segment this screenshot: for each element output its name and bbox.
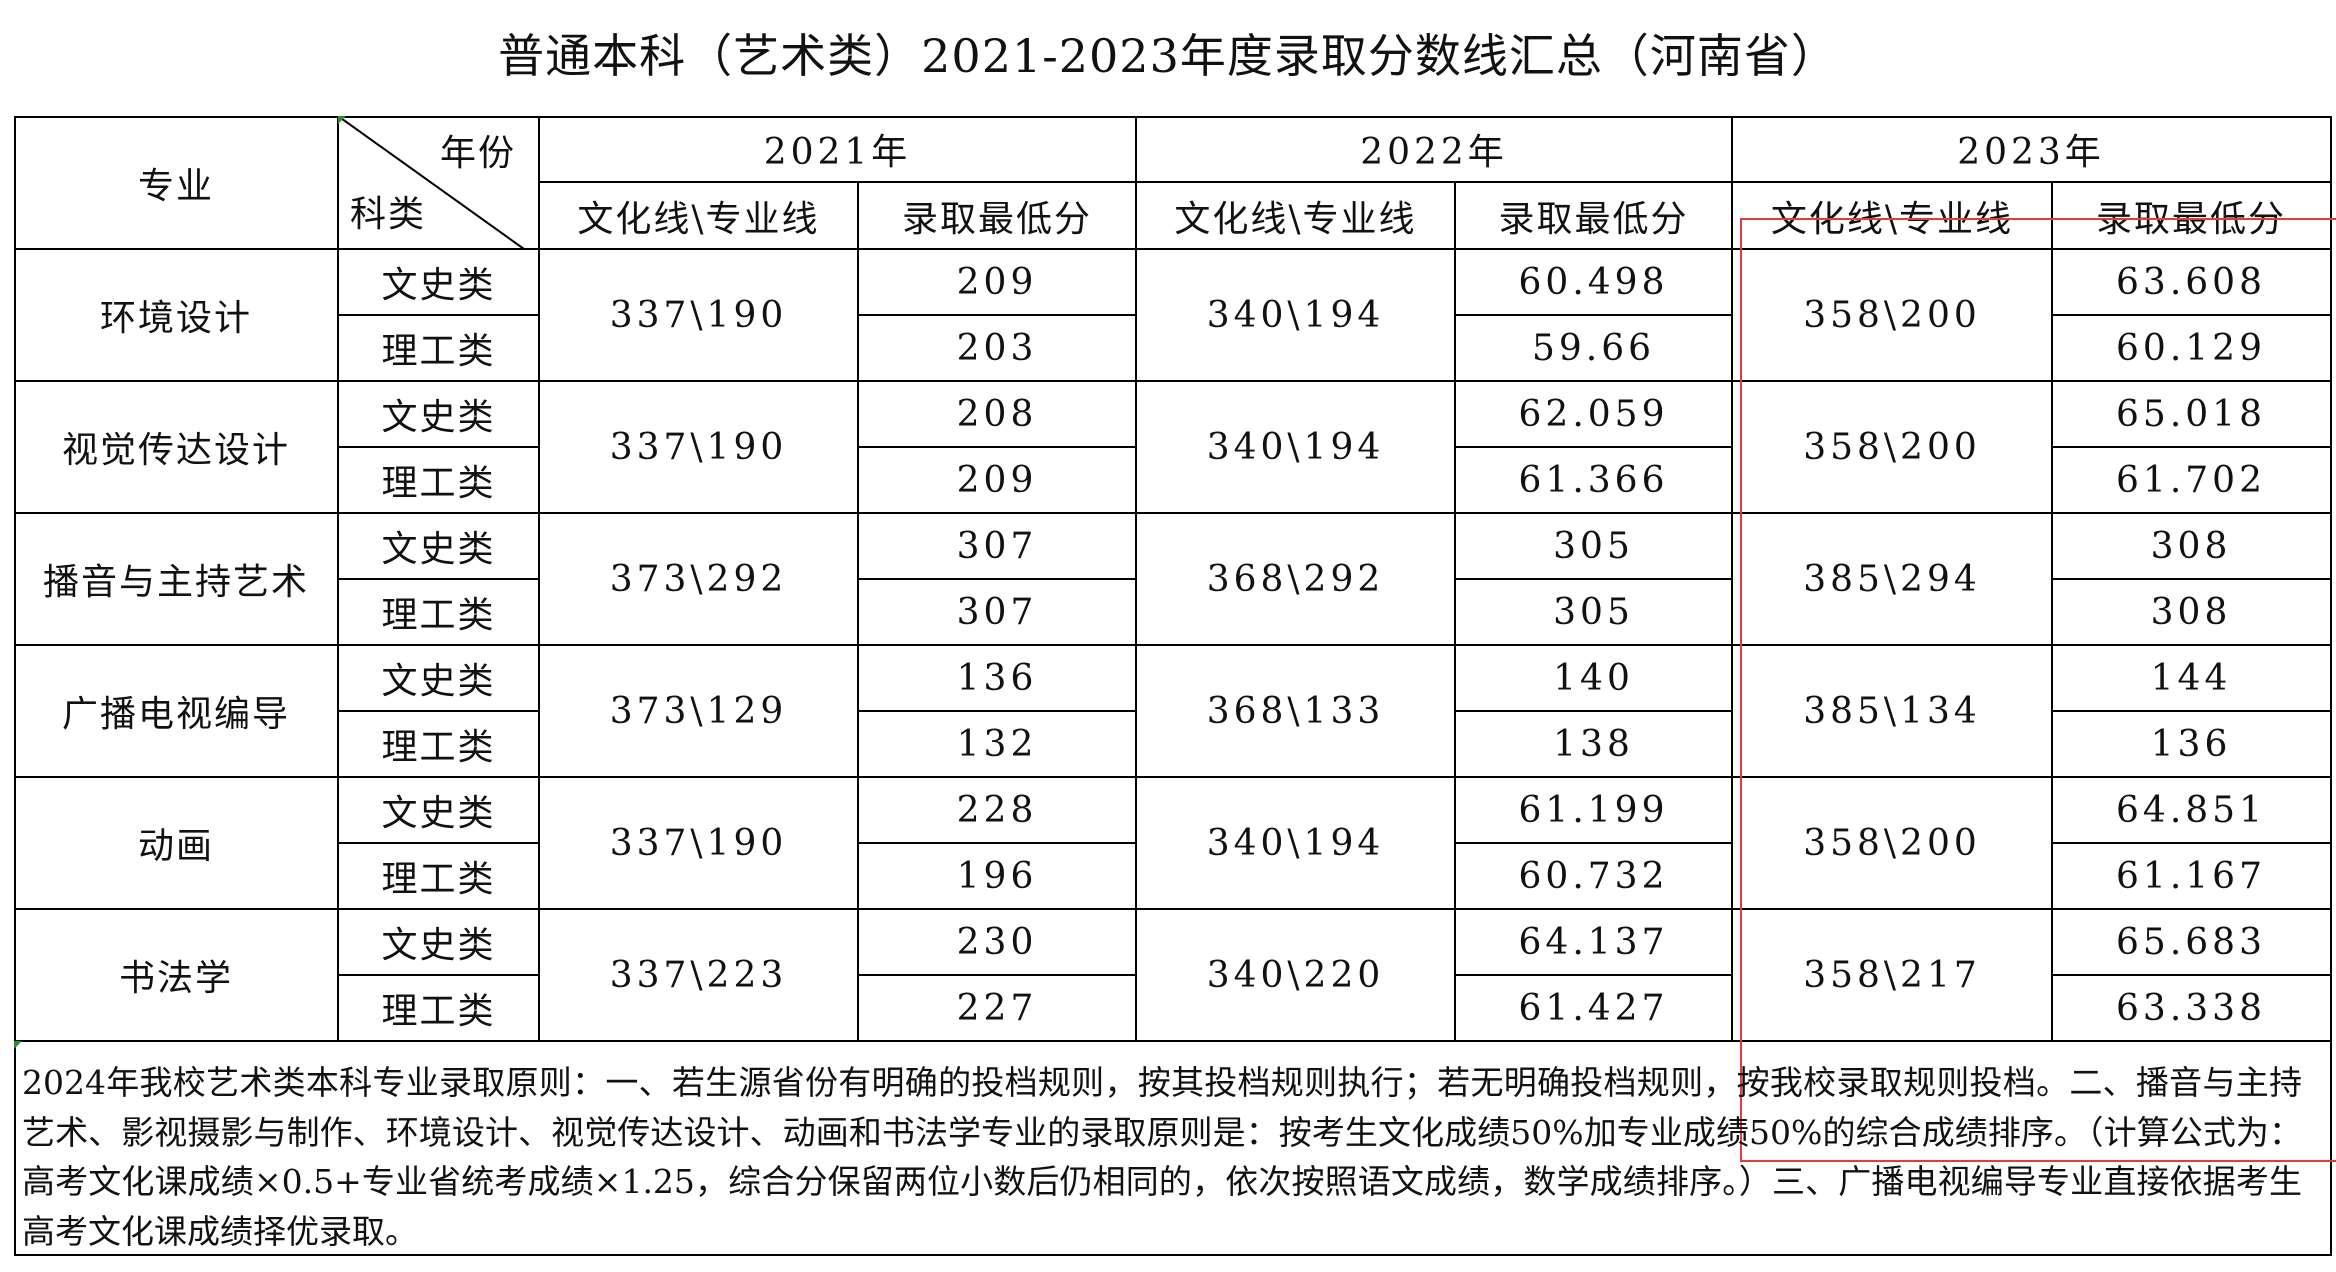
major-cell: 视觉传达设计: [61, 430, 290, 471]
min-score-cell: 61.427: [1518, 987, 1669, 1029]
category-cell: 文史类: [381, 661, 496, 702]
min-score-cell: 61.702: [2116, 459, 2266, 501]
header-line-2022: 文化线\专业线: [1174, 198, 1417, 240]
min-score-cell: 305: [1553, 525, 1634, 567]
header-year-2022: 2022年: [1360, 132, 1508, 173]
min-score-cell: 65.018: [2116, 393, 2266, 435]
min-score-cell: 308: [2150, 591, 2232, 633]
header-min-2021: 录取最低分: [901, 198, 1092, 240]
min-score-cell: 63.338: [2116, 987, 2266, 1029]
min-score-cell: 203: [956, 327, 1038, 369]
min-score-cell: 209: [956, 459, 1038, 501]
min-score-cell: 61.366: [1518, 459, 1669, 501]
header-major: 专业: [137, 165, 214, 207]
min-score-cell: 64.137: [1518, 921, 1669, 963]
score-line-cell: 385\294: [1803, 558, 1981, 600]
score-line-cell: 337\190: [609, 426, 788, 468]
score-line-cell: 337\190: [609, 822, 788, 864]
admission-note: 2024年我校艺术类本科专业录取原则：一、若生源省份有明确的投档规则，按其投档规…: [22, 1063, 2302, 1251]
category-cell: 文史类: [381, 793, 496, 834]
header-year-2023: 2023年: [1957, 132, 2105, 173]
category-cell: 文史类: [381, 397, 496, 438]
min-score-cell: 61.199: [1518, 789, 1669, 831]
min-score-cell: 228: [956, 789, 1038, 831]
min-score-cell: 59.66: [1531, 327, 1656, 369]
category-cell: 理工类: [381, 991, 496, 1032]
header-min-2022: 录取最低分: [1498, 198, 1689, 240]
min-score-cell: 144: [2150, 657, 2232, 699]
category-cell: 文史类: [381, 925, 496, 966]
score-line-cell: 340\194: [1206, 822, 1385, 864]
min-score-cell: 140: [1553, 657, 1634, 699]
header-category: 科类: [349, 194, 426, 235]
major-cell: 环境设计: [99, 298, 252, 339]
min-score-cell: 62.059: [1518, 393, 1669, 435]
min-score-cell: 136: [2150, 723, 2232, 765]
category-cell: 文史类: [381, 529, 496, 570]
score-line-cell: 358\200: [1803, 294, 1981, 336]
category-cell: 理工类: [381, 463, 496, 504]
min-score-cell: 61.167: [2116, 855, 2266, 897]
min-score-cell: 136: [956, 657, 1038, 699]
category-cell: 文史类: [381, 265, 496, 306]
min-score-cell: 60.129: [2116, 327, 2266, 369]
page-title: 普通本科（艺术类）2021-2023年度录取分数线汇总（河南省）: [498, 29, 1838, 83]
score-line-cell: 368\292: [1206, 558, 1385, 600]
score-line-cell: 337\190: [609, 294, 788, 336]
major-cell: 广播电视编导: [61, 694, 290, 735]
cell-corner-mark: [338, 116, 346, 124]
score-line-cell: 373\292: [609, 558, 788, 600]
min-score-cell: 307: [956, 591, 1038, 633]
score-line-cell: 368\133: [1206, 690, 1385, 732]
min-score-cell: 138: [1553, 723, 1634, 765]
min-score-cell: 65.683: [2116, 921, 2266, 963]
min-score-cell: 63.608: [2116, 261, 2266, 303]
score-line-cell: 340\194: [1206, 426, 1385, 468]
header-year: 年份: [439, 133, 516, 174]
min-score-cell: 64.851: [2116, 789, 2266, 831]
category-cell: 理工类: [381, 595, 496, 636]
min-score-cell: 132: [956, 723, 1038, 765]
min-score-cell: 307: [956, 525, 1038, 567]
category-cell: 理工类: [381, 331, 496, 372]
score-line-cell: 337\223: [609, 954, 788, 996]
min-score-cell: 60.498: [1518, 261, 1669, 303]
min-score-cell: 60.732: [1518, 855, 1669, 897]
header-line-2023: 文化线\专业线: [1770, 198, 2014, 240]
score-line-cell: 358\200: [1803, 822, 1981, 864]
min-score-cell: 208: [956, 393, 1038, 435]
min-score-cell: 227: [956, 987, 1038, 1029]
header-min-2023: 录取最低分: [2095, 198, 2286, 240]
table-grid-lines: [14, 116, 2332, 1256]
header-line-2021: 文化线\专业线: [577, 198, 820, 240]
min-score-cell: 305: [1553, 591, 1634, 633]
major-cell: 动画: [137, 826, 214, 867]
min-score-cell: 196: [956, 855, 1038, 897]
min-score-cell: 230: [956, 921, 1038, 963]
score-line-cell: 340\220: [1206, 954, 1385, 996]
min-score-cell: 209: [956, 261, 1038, 303]
score-line-cell: 358\200: [1803, 426, 1981, 468]
cell-corner-mark: [14, 1041, 22, 1049]
header-year-2021: 2021年: [763, 132, 912, 173]
score-line-cell: 340\194: [1206, 294, 1385, 336]
score-line-cell: 358\217: [1803, 954, 1981, 996]
min-score-cell: 308: [2150, 525, 2232, 567]
score-line-cell: 373\129: [609, 690, 788, 732]
score-line-cell: 385\134: [1803, 690, 1981, 732]
major-cell: 书法学: [118, 958, 233, 999]
category-cell: 理工类: [381, 727, 496, 768]
category-cell: 理工类: [381, 859, 496, 900]
major-cell: 播音与主持艺术: [42, 562, 309, 603]
score-table: 专业 年份 科类 2021年 2022年 2023年 文化线\专业线 录取最低分…: [14, 116, 2336, 1256]
